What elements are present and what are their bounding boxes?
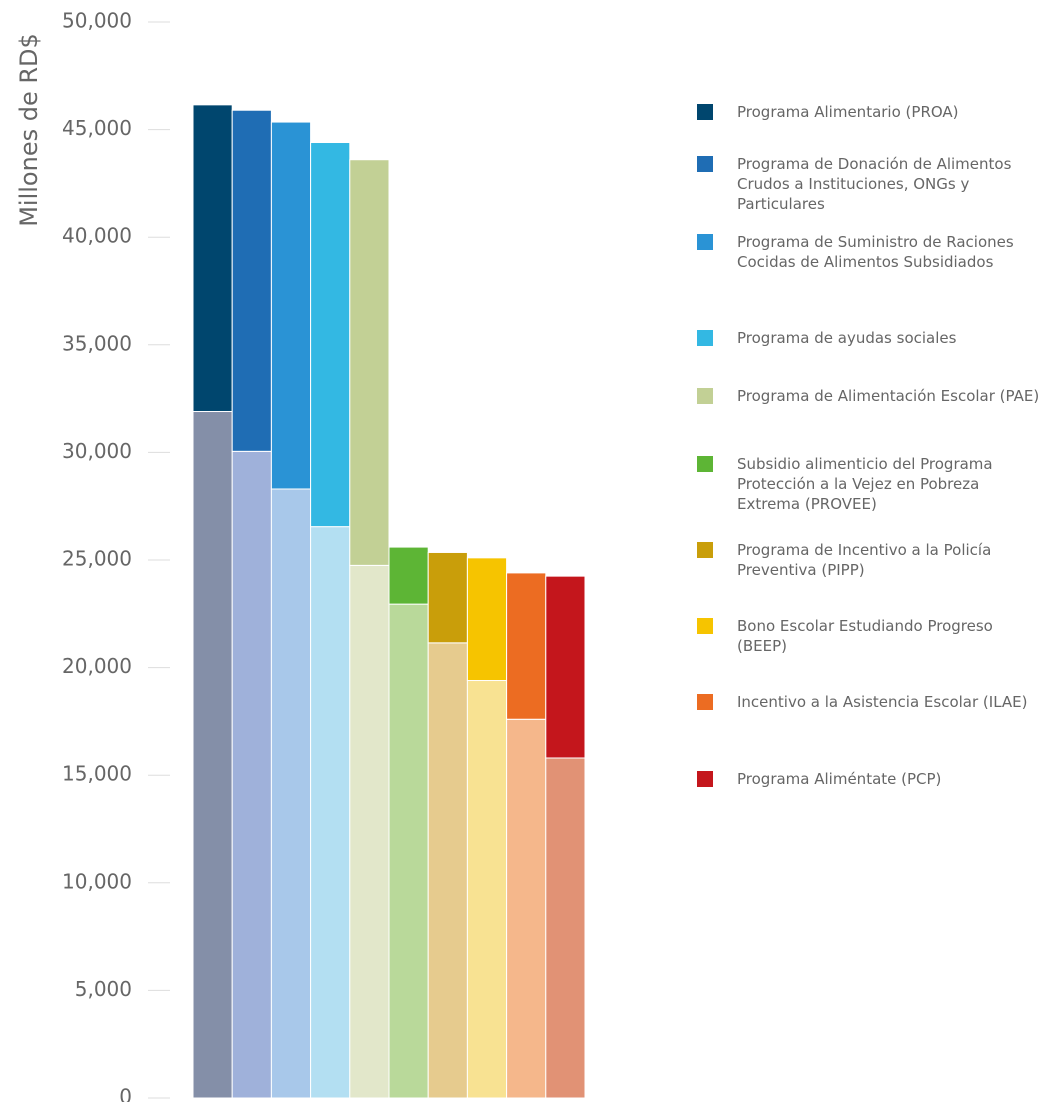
bar-segment [388, 546, 429, 605]
y-axis-title: Millones de RD$ [15, 33, 43, 227]
bar-segment [506, 718, 547, 1099]
legend-item: Programa de Donación de Alimentos Crudos… [697, 154, 1043, 214]
bar-segment [310, 142, 351, 528]
bar-segment [349, 159, 390, 566]
y-tick-label: 10,000 [62, 869, 132, 893]
legend-item: Programa de Suministro de Raciones Cocid… [697, 232, 1043, 272]
legend-swatch [697, 618, 713, 634]
y-tick-label: 40,000 [62, 224, 132, 248]
bar-segment [270, 121, 312, 490]
y-tick-label: 0 [119, 1085, 132, 1102]
legend-swatch [697, 156, 713, 172]
bar-segment [506, 572, 547, 720]
bar-segment [545, 575, 586, 759]
legend-label: Incentivo a la Asistencia Escolar (ILAE) [737, 693, 1028, 711]
y-tick-label: 25,000 [62, 547, 132, 571]
legend-item: Incentivo a la Asistencia Escolar (ILAE) [697, 692, 1043, 712]
bar-segment [349, 564, 390, 1099]
legend-label: Programa de Incentivo a la Policía Preve… [737, 541, 992, 579]
legend-swatch [697, 542, 713, 558]
legend-label: Programa de Donación de Alimentos Crudos… [737, 155, 1012, 213]
y-tick-label: 15,000 [62, 762, 132, 786]
bar-segment [192, 411, 233, 1099]
y-tick-label: 45,000 [62, 116, 132, 140]
legend-label: Programa Aliméntate (PCP) [737, 770, 942, 788]
bar-segment [466, 557, 508, 682]
y-tick-label: 5,000 [75, 977, 132, 1001]
bar-segment [231, 109, 272, 452]
bar-segment [231, 450, 272, 1099]
legend-item: Programa de Alimentación Escolar (PAE) [697, 386, 1043, 406]
legend-label: Programa de Suministro de Raciones Cocid… [737, 233, 1014, 271]
legend-item: Programa de ayudas sociales [697, 328, 1043, 348]
legend-swatch [697, 694, 713, 710]
legend-swatch [697, 330, 713, 346]
bar-segment [466, 680, 508, 1099]
legend-swatch [697, 234, 713, 250]
bar-segment [427, 551, 468, 644]
y-tick-label: 50,000 [62, 9, 132, 33]
bar-segment [192, 104, 233, 413]
legend-label: Programa de ayudas sociales [737, 329, 957, 347]
legend-label: Programa Alimentario (PROA) [737, 103, 959, 121]
bar-segment [427, 642, 468, 1099]
legend-item: Subsidio alimenticio del Programa Protec… [697, 454, 1043, 514]
legend-swatch [697, 388, 713, 404]
bar-segment [545, 757, 586, 1099]
y-tick-label: 30,000 [62, 439, 132, 463]
bar-segment [270, 488, 312, 1099]
legend-label: Bono Escolar Estudiando Progreso (BEEP) [737, 617, 993, 655]
legend-item: Programa Alimentario (PROA) [697, 102, 1043, 122]
y-tick-label: 35,000 [62, 331, 132, 355]
legend-label: Programa de Alimentación Escolar (PAE) [737, 387, 1040, 405]
bar-segment [310, 526, 351, 1099]
legend-item: Bono Escolar Estudiando Progreso (BEEP) [697, 616, 1043, 656]
legend-swatch [697, 104, 713, 120]
y-tick-label: 20,000 [62, 654, 132, 678]
legend-item: Programa de Incentivo a la Policía Preve… [697, 540, 1043, 580]
bar-segment [388, 603, 429, 1099]
legend-swatch [697, 771, 713, 787]
legend-swatch [697, 456, 713, 472]
legend-label: Subsidio alimenticio del Programa Protec… [737, 455, 993, 513]
legend-item: Programa Aliméntate (PCP) [697, 769, 1043, 789]
